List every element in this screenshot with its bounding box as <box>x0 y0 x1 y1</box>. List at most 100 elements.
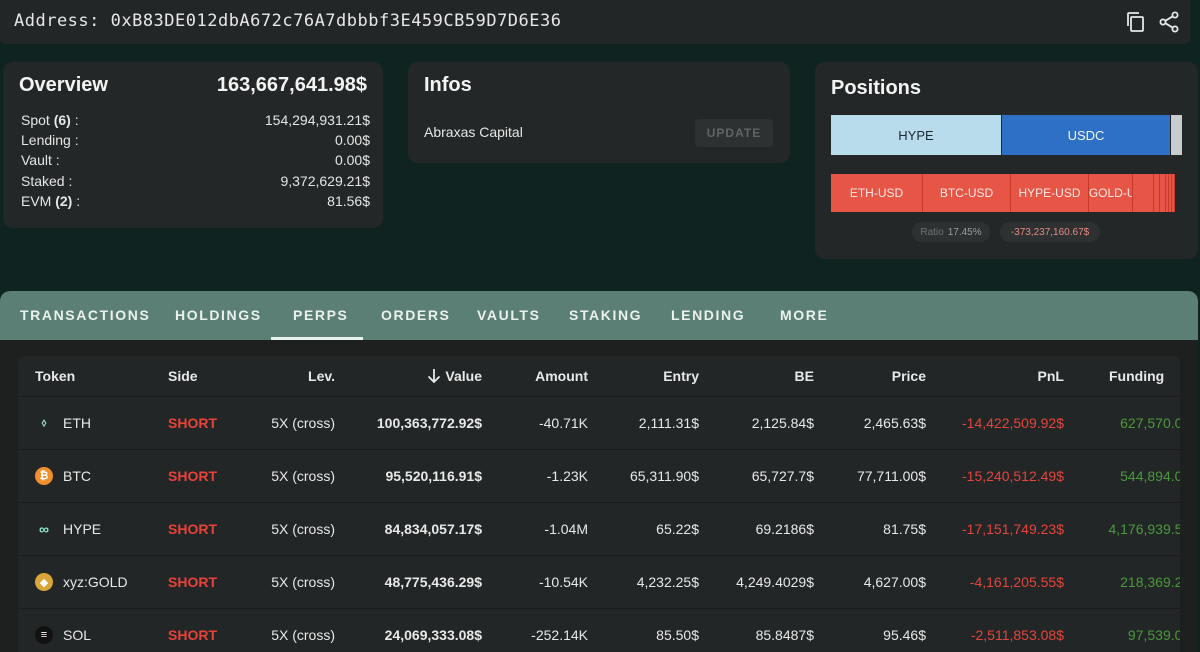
col-token[interactable]: Token <box>35 368 76 384</box>
positions-title: Positions <box>831 77 922 99</box>
overview-total: 163,667,641.98$ <box>216 74 367 96</box>
overview-row-label-suffix: : <box>72 193 81 209</box>
break-even-price: 2,125.84$ <box>751 415 814 431</box>
col-side[interactable]: Side <box>168 368 198 384</box>
mark-price: 81.75$ <box>883 521 926 537</box>
col-price[interactable]: Price <box>891 368 926 384</box>
position-amount: -1.23K <box>546 468 588 484</box>
table-row[interactable]: ◆ xyz:GOLD SHORT 5X (cross) 48,775,436.29$ -1… <box>18 556 1180 609</box>
copy-icon[interactable] <box>1124 10 1148 34</box>
perp-segment[interactable]: BTC-USD <box>923 174 1011 212</box>
share-icon[interactable] <box>1157 10 1181 34</box>
overview-title: Overview <box>19 74 108 96</box>
tab-transactions[interactable]: TRANSACTIONS <box>20 307 151 323</box>
overview-row: Staked : 9,372,629.21$ <box>21 173 370 193</box>
funding-value: 97,539.04$ <box>1127 627 1180 643</box>
col-entry[interactable]: Entry <box>663 368 699 384</box>
overview-row-label: Lending : <box>21 132 79 148</box>
overview-row-label: EVM (2) : <box>21 193 80 209</box>
break-even-price: 65,727.7$ <box>751 468 814 484</box>
overview-row-value: 0.00$ <box>334 152 370 168</box>
entry-price: 85.50$ <box>656 627 699 643</box>
position-value: 84,834,057.17$ <box>384 521 482 537</box>
leverage: 5X (cross) <box>271 521 335 537</box>
entry-price: 65.22$ <box>656 521 699 537</box>
perp-segment[interactable]: HYPE-USD <box>1011 174 1089 212</box>
mark-price: 95.46$ <box>883 627 926 643</box>
perp-segment[interactable] <box>1154 174 1160 212</box>
pnl-value: -4,161,205.55$ <box>969 574 1064 590</box>
tab-lending[interactable]: LENDING <box>671 307 746 323</box>
mark-price: 2,465.63$ <box>863 415 926 431</box>
overview-row-value: 0.00$ <box>334 132 370 148</box>
col-value-label: Value <box>445 368 482 384</box>
ratio-label: Ratio <box>920 226 944 238</box>
spot-segment[interactable] <box>1171 115 1182 155</box>
overview-row: Spot (6) : 154,294,931.21$ <box>21 112 370 132</box>
table-row[interactable]: ⬨ ETH SHORT 5X (cross) 100,363,772.92$ -40.71… <box>18 397 1180 450</box>
tab-bar: TRANSACTIONS HOLDINGS PERPS ORDERS VAULT… <box>0 291 1198 340</box>
tab-more[interactable]: MORE <box>780 307 829 323</box>
tab-vaults[interactable]: VAULTS <box>477 307 541 323</box>
arrow-down-icon <box>428 369 441 384</box>
perp-segment[interactable] <box>1166 174 1169 212</box>
overview-row-label-text: Lending : <box>21 132 79 148</box>
overview-row-label-text: Spot <box>21 112 54 128</box>
break-even-price: 4,249.4029$ <box>736 574 814 590</box>
leverage: 5X (cross) <box>271 468 335 484</box>
funding-value: 627,570.09$ <box>1120 415 1180 431</box>
wallet-name: Abraxas Capital <box>424 124 523 140</box>
col-value[interactable]: Value <box>427 368 482 384</box>
tab-staking[interactable]: STAKING <box>569 307 643 323</box>
side-badge: SHORT <box>168 415 217 431</box>
overview-row-label: Vault : <box>21 152 60 168</box>
overview-row-label-text: Vault : <box>21 152 60 168</box>
col-funding[interactable]: Funding <box>1109 368 1165 384</box>
col-pnl[interactable]: PnL <box>1037 368 1064 384</box>
entry-price: 4,232.25$ <box>636 574 699 590</box>
leverage: 5X (cross) <box>271 574 335 590</box>
overview-row-value: 81.56$ <box>327 193 370 209</box>
spot-segment[interactable]: USDC <box>1002 115 1170 155</box>
tab-holdings[interactable]: HOLDINGS <box>175 307 262 323</box>
hype-icon: ∞ <box>35 520 53 538</box>
overview-row-value: 9,372,629.21$ <box>280 173 370 189</box>
btc-icon: ₿ <box>35 467 53 485</box>
table-row[interactable]: ≡ SOL SHORT 5X (cross) 24,069,333.08$ -252.14… <box>18 609 1180 652</box>
perp-segment[interactable]: ETH-USD <box>831 174 923 212</box>
tab-perps[interactable]: PERPS <box>293 307 349 323</box>
spot-segment[interactable]: HYPE <box>831 115 1001 155</box>
funding-value: 218,369.20$ <box>1120 574 1180 590</box>
perp-segment[interactable] <box>1169 174 1172 212</box>
wallet-address[interactable]: Address: 0xB83DE012dbA672c76A7dbbbf3E459… <box>14 11 562 31</box>
overview-row: Lending : 0.00$ <box>21 132 370 152</box>
side-badge: SHORT <box>168 574 217 590</box>
overview-row-label-text: Staked : <box>21 173 73 189</box>
position-value: 48,775,436.29$ <box>384 574 482 590</box>
pnl-value: -2,511,853.08$ <box>970 627 1064 643</box>
table-row[interactable]: ∞ HYPE SHORT 5X (cross) 84,834,057.17$ -1.04M… <box>18 503 1180 556</box>
side-badge: SHORT <box>168 627 217 643</box>
position-value: 95,520,116.91$ <box>385 468 482 484</box>
table-row[interactable]: ₿ BTC SHORT 5X (cross) 95,520,116.91$ -1.23K 6… <box>18 450 1180 503</box>
overview-row: Vault : 0.00$ <box>21 152 370 172</box>
ratio-badge: Ratio 17.45% <box>912 222 990 242</box>
perp-segment[interactable] <box>1160 174 1166 212</box>
col-amount[interactable]: Amount <box>535 368 588 384</box>
perp-segment[interactable]: :GOLD-U <box>1089 174 1133 212</box>
eth-icon: ⬨ <box>35 414 53 432</box>
break-even-price: 85.8487$ <box>755 627 814 643</box>
perp-segment[interactable] <box>1172 174 1175 212</box>
update-button[interactable]: UPDATE <box>695 119 773 147</box>
position-amount: -1.04M <box>544 521 588 537</box>
leverage: 5X (cross) <box>271 627 335 643</box>
col-be[interactable]: BE <box>794 368 814 384</box>
overview-row-label-text: EVM <box>21 193 56 209</box>
position-amount: -252.14K <box>531 627 588 643</box>
table-header: Token Side Lev. Value Amount Entry BE Pr… <box>18 356 1180 397</box>
token-name: ETH <box>63 415 91 431</box>
col-lev[interactable]: Lev. <box>308 368 335 384</box>
perp-segment[interactable] <box>1133 174 1154 212</box>
tab-orders[interactable]: ORDERS <box>381 307 451 323</box>
overview-row-count: (2) <box>55 193 73 209</box>
